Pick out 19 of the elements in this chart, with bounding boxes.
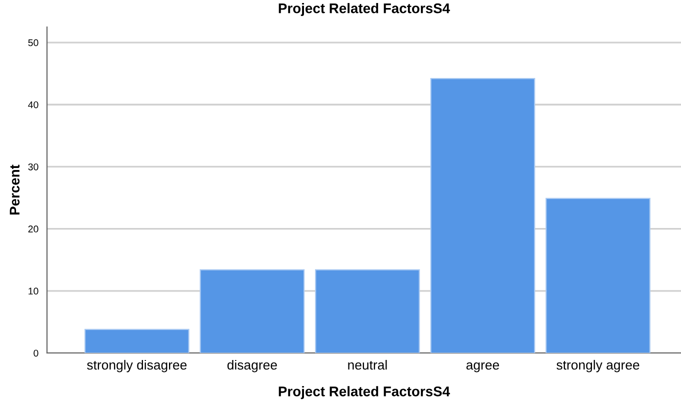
y-tick-label: 0 [34, 350, 38, 357]
x-tick-label: agree [466, 362, 500, 372]
x-axis-title: Project Related FactorsS4 [278, 386, 450, 400]
chart-title: Project Related FactorsS4 [278, 3, 450, 16]
y-tick-label: 50 [28, 39, 38, 46]
bar [546, 198, 650, 353]
x-tick-label: neutral [348, 360, 387, 370]
bar [200, 269, 305, 353]
x-tick-label: disagree [227, 360, 277, 372]
y-axis-title: Percent [10, 164, 20, 215]
bar [84, 328, 190, 353]
x-tick-label: strongly agree [556, 360, 640, 372]
x-tick-label: strongly disagree [87, 360, 187, 372]
y-tick-label: 30 [28, 163, 38, 170]
y-tick-label: 10 [28, 288, 38, 295]
y-tick-label: 40 [28, 101, 38, 108]
bar [315, 269, 420, 353]
bar [430, 78, 536, 353]
y-tick-label: 20 [28, 226, 38, 232]
